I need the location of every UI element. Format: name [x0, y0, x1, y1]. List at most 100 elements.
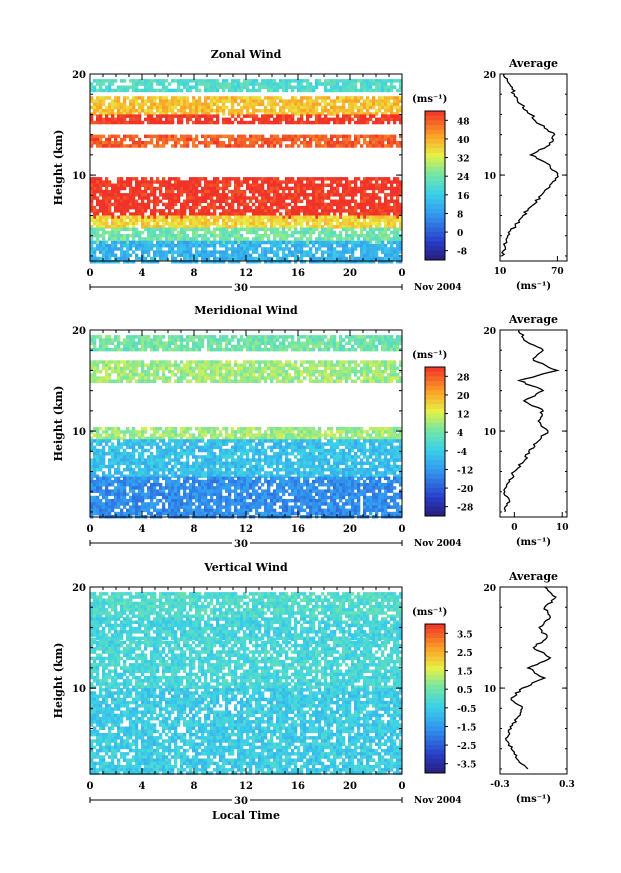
- heatmap-cell: [99, 79, 103, 83]
- heatmap-cell: [117, 85, 121, 89]
- heatmap-cell: [108, 209, 112, 213]
- heatmap-cell: [288, 209, 292, 213]
- heatmap-cell: [294, 369, 298, 374]
- heatmap-cell: [132, 79, 136, 83]
- heatmap-cell: [348, 114, 352, 118]
- heatmap-cell: [204, 82, 208, 86]
- heatmap-cell: [288, 363, 292, 367]
- heatmap-cell: [201, 134, 205, 139]
- heatmap-cell: [366, 96, 370, 100]
- heatmap-cell: [297, 134, 301, 139]
- heatmap-cell: [339, 196, 343, 200]
- heatmap-cell: [261, 347, 265, 352]
- heatmap-cell: [285, 360, 289, 364]
- heatmap-cell: [213, 369, 217, 374]
- heatmap-cell: [357, 112, 361, 116]
- heatmap-cell: [249, 82, 253, 86]
- heatmap-cell: [156, 335, 160, 339]
- colorbar-segment: [425, 208, 445, 214]
- heatmap-cell: [183, 230, 187, 235]
- heatmap-cell: [111, 227, 115, 232]
- heatmap-cell: [336, 202, 340, 207]
- heatmap-cell: [279, 335, 283, 339]
- heatmap-cell: [258, 205, 262, 210]
- heatmap-cell: [168, 202, 172, 207]
- heatmap-cell: [213, 237, 217, 241]
- heatmap-cell: [399, 225, 403, 229]
- heatmap-cell: [336, 137, 340, 142]
- heatmap-cell: [321, 373, 325, 377]
- heatmap-cell: [291, 205, 295, 210]
- heatmap-cell: [225, 366, 229, 371]
- heatmap-cell: [261, 193, 265, 197]
- heatmap-cell: [342, 202, 346, 207]
- heatmap-cell: [399, 189, 403, 194]
- heatmap-cell: [333, 193, 337, 197]
- heatmap-cell: [252, 335, 256, 339]
- heatmap-cell: [192, 99, 196, 103]
- heatmap-cell: [390, 373, 394, 377]
- heatmap-cell: [300, 341, 304, 345]
- heatmap-cell: [96, 186, 100, 191]
- heatmap-cell: [369, 237, 373, 241]
- heatmap-cell: [240, 199, 244, 203]
- heatmap-cell: [183, 209, 187, 213]
- heatmap-cell: [246, 256, 250, 261]
- heatmap-cell: [360, 373, 364, 377]
- heatmap-cell: [150, 225, 154, 229]
- heatmap-cell: [207, 209, 211, 213]
- heatmap-cell: [348, 105, 352, 110]
- heatmap-cell: [162, 137, 166, 142]
- heatmap-cell: [177, 120, 181, 125]
- heatmap-cell: [252, 189, 256, 194]
- heatmap-cell: [129, 112, 133, 116]
- heatmap-cell: [147, 338, 151, 342]
- heatmap-cell: [315, 250, 319, 254]
- heatmap-cell: [288, 114, 292, 118]
- heatmap-cell: [276, 240, 280, 245]
- colorbar-segment: [425, 236, 445, 242]
- heatmap-cell: [363, 189, 367, 194]
- heatmap-cell: [228, 360, 232, 364]
- heatmap-cell: [330, 227, 334, 232]
- heatmap-cell: [249, 209, 253, 213]
- heatmap-cell: [129, 205, 133, 210]
- heatmap-cell: [282, 347, 286, 352]
- heatmap-cell: [90, 376, 94, 380]
- heatmap-cell: [351, 117, 355, 122]
- heatmap-cell: [333, 247, 337, 251]
- heatmap-cell: [117, 341, 121, 345]
- heatmap-cell: [99, 82, 103, 86]
- heatmap-cell: [150, 189, 154, 194]
- heatmap-cell: [177, 193, 181, 197]
- heatmap-cell: [195, 183, 199, 187]
- heatmap-cell: [147, 237, 151, 241]
- heatmap-cell: [240, 240, 244, 245]
- heatmap-cell: [270, 209, 274, 213]
- heatmap-cell: [129, 363, 133, 367]
- heatmap-cell: [144, 376, 148, 380]
- heatmap-cell: [261, 209, 265, 213]
- heatmap-cell: [384, 137, 388, 142]
- heatmap-cell: [327, 109, 331, 113]
- heatmap-cell: [240, 85, 244, 89]
- heatmap-cell: [177, 366, 181, 371]
- heatmap-cell: [198, 344, 202, 349]
- heatmap-cell: [141, 209, 145, 213]
- heatmap-cell: [258, 88, 262, 93]
- heatmap-cell: [183, 114, 187, 118]
- heatmap-cell: [330, 253, 334, 258]
- heatmap-cell: [123, 186, 127, 191]
- heatmap-cell: [315, 196, 319, 200]
- heatmap-cell: [348, 88, 352, 93]
- heatmap-cell: [390, 247, 394, 251]
- heatmap-cell: [354, 247, 358, 251]
- heatmap-cell: [309, 137, 313, 142]
- heatmap-cell: [396, 202, 400, 207]
- heatmap-cell: [387, 85, 391, 89]
- heatmap-cell: [153, 193, 157, 197]
- heatmap-cell: [120, 240, 124, 245]
- heatmap-cell: [204, 141, 208, 145]
- heatmap-cell: [261, 114, 265, 118]
- heatmap-cell: [153, 218, 157, 223]
